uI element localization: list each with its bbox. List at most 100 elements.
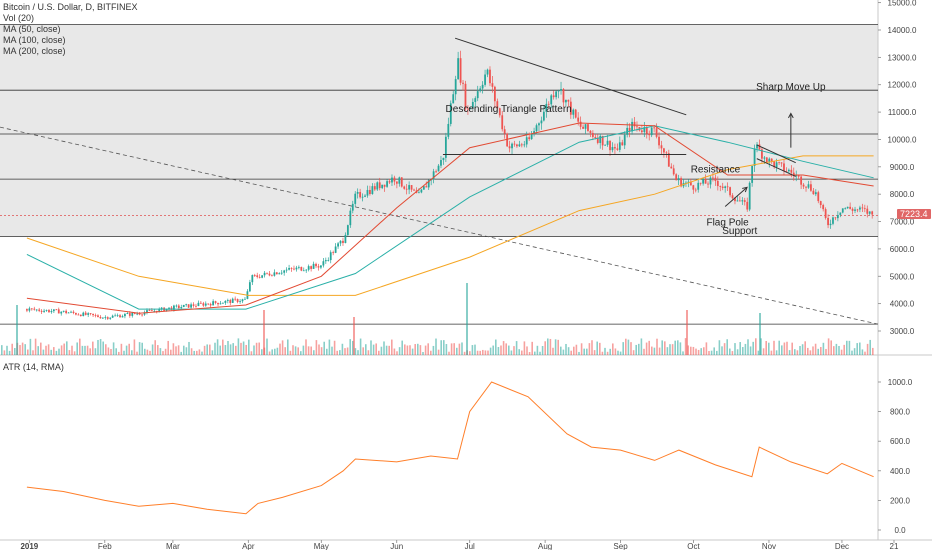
- price-tick-label: 5000.0: [890, 272, 915, 281]
- volume-bar: [513, 346, 515, 355]
- candle-body: [633, 121, 636, 127]
- volume-bar: [492, 345, 494, 355]
- volume-bar: [788, 350, 791, 355]
- volume-bar: [144, 348, 146, 355]
- candle-body: [689, 181, 692, 186]
- volume-bar: [131, 350, 133, 355]
- volume-bar: [653, 347, 656, 355]
- volume-bar: [645, 342, 648, 355]
- volume-bar: [757, 350, 760, 355]
- volume-bar: [630, 342, 632, 355]
- volume-bar: [601, 351, 604, 355]
- volume-bar: [502, 341, 505, 355]
- candle-body: [124, 313, 126, 317]
- candle-body: [863, 208, 866, 210]
- volume-bar: [856, 343, 858, 355]
- volume-bar: [279, 343, 281, 355]
- candle-body: [834, 217, 837, 219]
- candle-body: [724, 186, 727, 188]
- volume-bar: [333, 340, 336, 355]
- volume-bar: [149, 350, 151, 355]
- volume-bar: [606, 351, 609, 355]
- sharp-move-arrow-head: [788, 112, 794, 119]
- candle-body: [861, 207, 864, 209]
- volume-bar: [500, 345, 502, 355]
- volume-bar: [679, 342, 682, 355]
- volume-bar: [541, 345, 544, 355]
- candle-body: [231, 298, 234, 303]
- volume-bar: [21, 342, 24, 355]
- candle-body: [800, 176, 803, 185]
- candle-body: [209, 304, 212, 306]
- volume-bar: [99, 339, 102, 355]
- candle-body: [324, 260, 327, 262]
- volume-bar: [242, 341, 245, 355]
- candle-body: [364, 195, 366, 197]
- volume-bar: [219, 345, 221, 355]
- volume-bar: [128, 343, 130, 355]
- candle-body: [574, 109, 577, 118]
- candle-body: [202, 303, 205, 306]
- volume-bar: [261, 349, 263, 355]
- candle-body: [207, 303, 210, 305]
- volume-bar: [193, 350, 195, 355]
- volume-bar: [583, 348, 585, 355]
- candle-body: [337, 243, 339, 247]
- volume-bar: [861, 349, 864, 355]
- candle-body: [271, 275, 273, 277]
- candle-body: [87, 313, 90, 315]
- candle-body: [77, 314, 80, 316]
- volume-bar: [380, 346, 383, 355]
- candle-body: [420, 189, 423, 193]
- volume-bar: [287, 339, 289, 355]
- volume-bar: [336, 350, 338, 355]
- volume-bar: [523, 341, 526, 355]
- candle-body: [692, 185, 695, 190]
- volume-bar: [146, 349, 149, 355]
- candle-body: [824, 209, 827, 218]
- volume-bar: [658, 347, 661, 355]
- candle-body: [182, 304, 185, 308]
- candle-body: [403, 186, 406, 189]
- volume-bar: [731, 351, 734, 355]
- volume-bar: [206, 344, 208, 355]
- candle-body: [501, 115, 504, 130]
- candle-body: [244, 298, 246, 300]
- volume-bar: [190, 348, 193, 355]
- candle-body: [427, 180, 430, 188]
- candle-body: [241, 299, 244, 302]
- candle-body: [699, 182, 702, 184]
- candle-body: [185, 304, 188, 306]
- candle-body: [513, 143, 516, 145]
- candle-body: [437, 165, 440, 172]
- volume-bar: [666, 347, 669, 355]
- candle-body: [57, 309, 60, 314]
- volume-bar: [445, 344, 448, 355]
- volume-bar: [643, 348, 645, 355]
- candle-body: [565, 99, 567, 103]
- volume-bar: [674, 340, 676, 355]
- volume-bar: [822, 342, 825, 355]
- candle-body: [618, 142, 621, 150]
- volume-bar: [177, 345, 180, 355]
- candle-body: [836, 214, 839, 219]
- candle-body: [400, 177, 403, 187]
- candle-body: [616, 148, 619, 150]
- volume-bar: [872, 347, 874, 355]
- volume-bar: [851, 350, 853, 355]
- volume-bar: [497, 346, 500, 355]
- candle-body: [346, 225, 349, 235]
- volume-bar: [443, 340, 445, 355]
- candle-body: [704, 178, 707, 184]
- volume-bar: [716, 350, 718, 355]
- candle-body: [854, 209, 856, 211]
- volume-bar: [565, 343, 567, 355]
- annotation-label: Support: [722, 226, 757, 237]
- volume-bar: [773, 340, 775, 355]
- candle-body: [334, 246, 337, 253]
- candle-body: [464, 83, 467, 109]
- volume-bar: [154, 340, 156, 355]
- volume-bar: [419, 345, 422, 355]
- volume-bar: [81, 345, 84, 355]
- volume-bar: [518, 349, 520, 355]
